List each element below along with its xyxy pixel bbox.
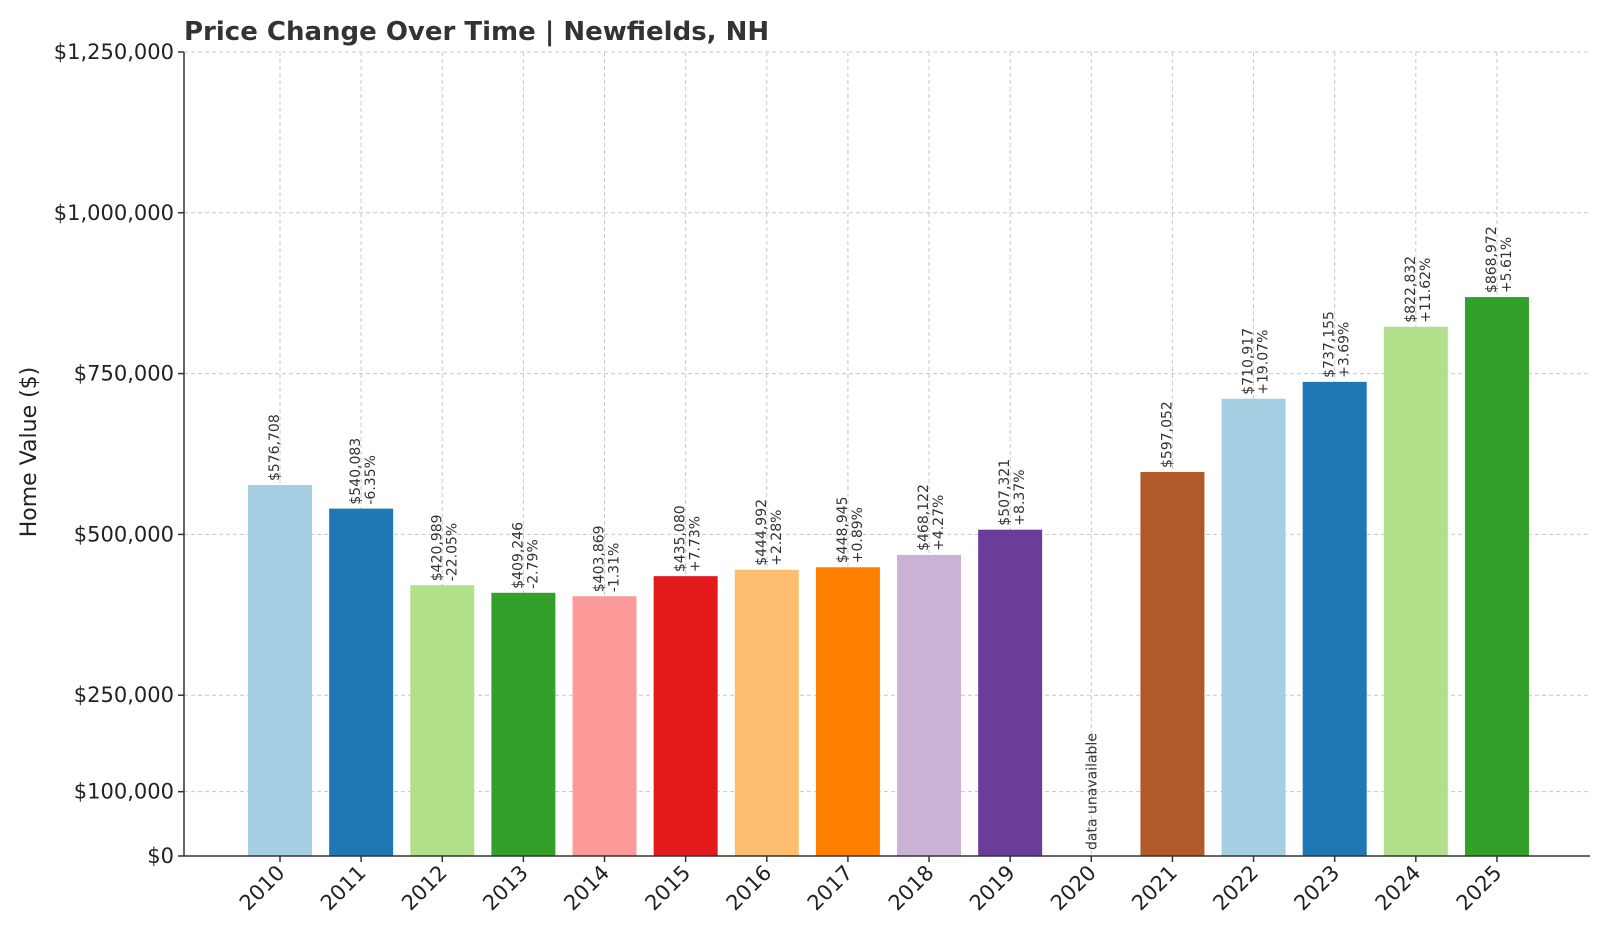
value-label-2012: $420,989 xyxy=(429,514,445,581)
bar-2011 xyxy=(329,508,394,856)
value-label-2017: $448,945 xyxy=(835,496,851,563)
chart-title: Price Change Over Time | Newfields, NH xyxy=(184,17,769,47)
x-tick-label-2022: 2022 xyxy=(1208,861,1263,916)
data-labels: $576,708 $540,083 -6.35% $420,989 -22.05% $40… xyxy=(267,226,1515,850)
change-label-2018: +4.27% xyxy=(931,495,947,551)
value-label-2022: $710,917 xyxy=(1241,328,1257,395)
value-label-2013: $409,246 xyxy=(510,522,526,589)
y-tick-label: $0 xyxy=(147,844,174,868)
value-label-2018: $468,122 xyxy=(916,484,932,551)
change-label-2023: +3.69% xyxy=(1337,322,1353,378)
change-label-2015: +7.73% xyxy=(688,516,704,572)
change-label-2012: -22.05% xyxy=(444,523,460,581)
x-tick-label-2025: 2025 xyxy=(1452,861,1507,916)
value-label-2011: $540,083 xyxy=(348,438,364,505)
bar-2022 xyxy=(1221,398,1286,856)
change-label-2011: -6.35% xyxy=(363,455,379,505)
bar-2012 xyxy=(410,585,475,856)
value-label-2010: $576,708 xyxy=(267,414,283,481)
axes xyxy=(183,52,1590,857)
bar-2010 xyxy=(248,485,312,856)
change-label-2022: +19.07% xyxy=(1256,330,1272,395)
bar-2017 xyxy=(815,567,880,856)
change-label-2024: +11.62% xyxy=(1418,258,1434,323)
bar-2015 xyxy=(653,576,718,856)
bar-2016 xyxy=(734,569,799,856)
bar-2014 xyxy=(572,596,637,856)
x-tick-label-2018: 2018 xyxy=(884,861,939,916)
y-tick-label: $500,000 xyxy=(74,522,174,546)
bar-2019 xyxy=(978,529,1043,856)
missing-data-label: data unavailable xyxy=(1084,733,1100,850)
value-label-2025: $868,972 xyxy=(1484,226,1500,293)
bar-2013 xyxy=(491,592,556,856)
x-tick-label-2021: 2021 xyxy=(1127,861,1182,916)
value-label-2016: $444,992 xyxy=(754,499,770,566)
y-tick-label: $1,250,000 xyxy=(54,40,174,64)
bar-2023 xyxy=(1302,381,1367,856)
x-tick-label-2019: 2019 xyxy=(965,861,1020,916)
change-label-2025: +5.61% xyxy=(1499,237,1515,293)
y-axis-label: Home Value ($) xyxy=(17,367,42,538)
grid xyxy=(184,51,1590,856)
change-label-2014: -1.31% xyxy=(607,543,623,593)
y-tick-label: $250,000 xyxy=(74,683,174,707)
value-label-2015: $435,080 xyxy=(673,505,689,572)
value-label-2019: $507,321 xyxy=(997,459,1013,526)
change-label-2013: -2.79% xyxy=(525,539,541,589)
x-tick-label-2020: 2020 xyxy=(1046,861,1101,916)
x-tick-label-2015: 2015 xyxy=(640,861,695,916)
bar-2025 xyxy=(1464,297,1529,856)
change-label-2019: +8.37% xyxy=(1012,469,1028,525)
value-label-2021: $597,052 xyxy=(1159,401,1175,468)
y-tick-label: $100,000 xyxy=(74,780,174,804)
y-tick-label: $1,000,000 xyxy=(54,201,174,225)
x-tick-label-2016: 2016 xyxy=(722,861,777,916)
change-label-2017: +0.89% xyxy=(850,507,866,563)
x-tick-label-2017: 2017 xyxy=(803,861,858,916)
x-tick-label-2013: 2013 xyxy=(478,861,533,916)
bars xyxy=(248,297,1529,856)
x-tick-label-2011: 2011 xyxy=(316,861,371,916)
y-ticks: $0 $100,000 $250,000 $500,000 $750,000 $1,000… xyxy=(54,40,184,868)
y-tick-label: $750,000 xyxy=(74,362,174,386)
value-label-2023: $737,155 xyxy=(1322,311,1338,378)
x-tick-label-2012: 2012 xyxy=(397,861,452,916)
value-label-2024: $822,832 xyxy=(1403,256,1419,323)
change-label-2016: +2.28% xyxy=(769,510,785,566)
x-tick-label-2024: 2024 xyxy=(1371,861,1426,916)
value-label-2014: $403,869 xyxy=(592,525,608,592)
x-tick-label-2023: 2023 xyxy=(1289,861,1344,916)
x-ticks: 2010 2011 2012 2013 2014 2015 2016 2017 2018 2019… xyxy=(235,856,1507,916)
bar-2021 xyxy=(1140,471,1205,856)
bar-2024 xyxy=(1383,326,1448,856)
bar-2018 xyxy=(897,554,962,856)
x-tick-label-2010: 2010 xyxy=(235,861,290,916)
x-tick-label-2014: 2014 xyxy=(559,861,614,916)
